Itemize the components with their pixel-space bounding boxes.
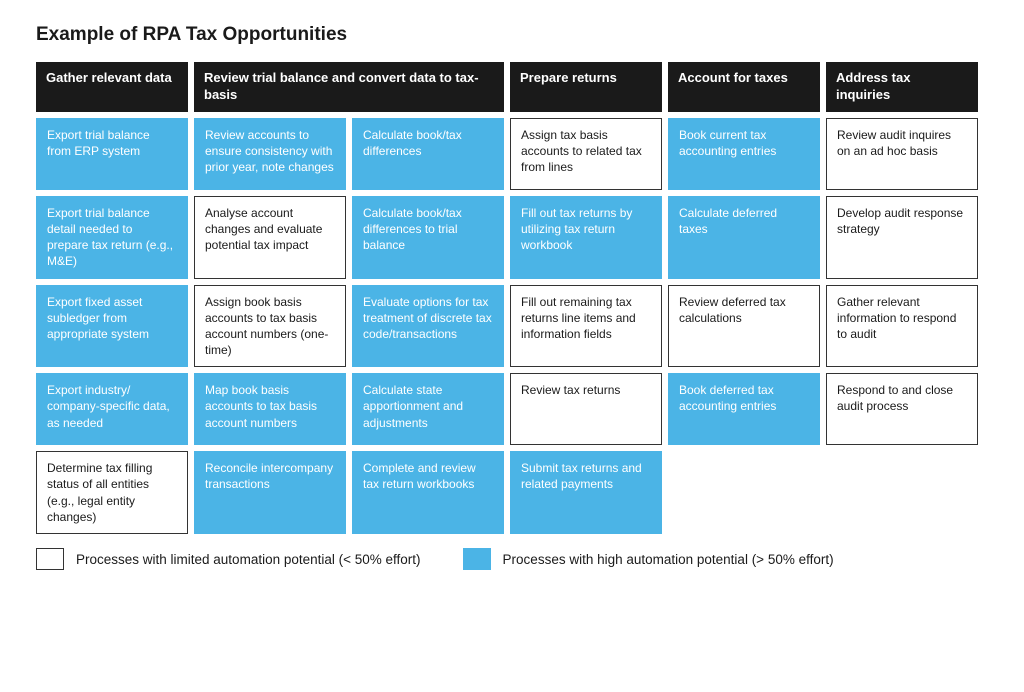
cell-r2c1: Export trial balance detail needed to pr… [36, 196, 188, 279]
cell-r3c2b: Evaluate options for tax treatment of di… [352, 285, 504, 368]
cell-r1c5: Review audit inquires on an ad hoc basis [826, 118, 978, 190]
cell-r1c2a: Review accounts to ensure consistency wi… [194, 118, 346, 190]
cell-r3c1: Export fixed asset subledger from approp… [36, 285, 188, 368]
cell-r4c3: Review tax returns [510, 373, 662, 445]
cell-r3c2a: Assign book basis accounts to tax basis … [194, 285, 346, 368]
header-account-taxes: Account for taxes [668, 62, 820, 112]
cell-r1c4: Book current tax accounting entries [668, 118, 820, 190]
cell-r4c5: Respond to and close audit process [826, 373, 978, 445]
legend-swatch-high [463, 548, 491, 570]
cell-r3c3: Fill out remaining tax returns line item… [510, 285, 662, 368]
cell-r2c5: Develop audit response strategy [826, 196, 978, 279]
header-review-trial-balance: Review trial balance and convert data to… [194, 62, 504, 112]
header-prepare-returns: Prepare returns [510, 62, 662, 112]
header-address-inquiries: Address tax inquiries [826, 62, 978, 112]
cell-r2c3: Fill out tax returns by utilizing tax re… [510, 196, 662, 279]
process-grid: Gather relevant data Review trial balanc… [36, 62, 988, 534]
cell-empty-r5c4 [668, 451, 820, 534]
cell-r2c2b: Calculate book/tax differences to trial … [352, 196, 504, 279]
legend-label-low: Processes with limited automation potent… [76, 552, 421, 567]
legend-swatch-low [36, 548, 64, 570]
cell-r3c4: Review deferred tax calculations [668, 285, 820, 368]
cell-r4c4: Book deferred tax accounting entries [668, 373, 820, 445]
cell-empty-r5c5 [826, 451, 978, 534]
legend: Processes with limited automation potent… [36, 548, 988, 570]
cell-r5c2a: Reconcile intercompany transactions [194, 451, 346, 534]
cell-r1c2b: Calculate book/tax differences [352, 118, 504, 190]
legend-label-high: Processes with high automation potential… [503, 552, 834, 567]
cell-r4c1: Export industry/ company-specific data, … [36, 373, 188, 445]
cell-r1c3: Assign tax basis accounts to related tax… [510, 118, 662, 190]
cell-r4c2a: Map book basis accounts to tax basis acc… [194, 373, 346, 445]
cell-r1c1: Export trial balance from ERP system [36, 118, 188, 190]
cell-r4c2b: Calculate state apportionment and adjust… [352, 373, 504, 445]
cell-r2c4: Calculate deferred taxes [668, 196, 820, 279]
page-title: Example of RPA Tax Opportunities [36, 24, 988, 46]
cell-r2c2a: Analyse account changes and evaluate pot… [194, 196, 346, 279]
cell-r5c2b: Complete and review tax return workbooks [352, 451, 504, 534]
cell-r5c1: Determine tax filling status of all enti… [36, 451, 188, 534]
cell-r3c5: Gather relevant information to respond t… [826, 285, 978, 368]
header-gather-data: Gather relevant data [36, 62, 188, 112]
cell-r5c3: Submit tax returns and related payments [510, 451, 662, 534]
